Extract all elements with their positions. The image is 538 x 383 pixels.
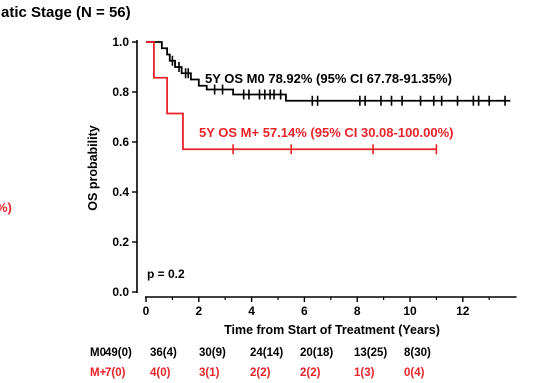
- risk-value: 30(9): [199, 347, 226, 359]
- risk-table: M0 49(0) 36(4) 30(9) 24(14) 20(18) 13(25) 8(30)…: [90, 347, 431, 379]
- x-tick-label: 2: [195, 304, 202, 318]
- risk-value: 2(2): [300, 367, 321, 379]
- x-tick-label: 0: [143, 304, 150, 318]
- mplus-annotation: 5Y OS M+ 57.14% (95% CI 30.08-100.00%): [199, 125, 454, 140]
- chart-title: atic Stage (N = 56): [1, 4, 131, 21]
- risk-value: 49(0): [105, 347, 132, 359]
- risk-value: 2(2): [250, 367, 271, 379]
- risk-value: 8(30): [404, 347, 431, 359]
- left-cropped-fragment: %): [0, 200, 12, 215]
- risk-row-label: M+: [90, 367, 107, 379]
- x-tick-label: 6: [301, 304, 308, 318]
- risk-value: 3(1): [199, 367, 220, 379]
- y-tick-label: 0.4: [112, 185, 129, 199]
- series-mplus-line: [146, 41, 437, 151]
- y-tick-label: 1.0: [112, 35, 129, 49]
- risk-value: 13(25): [354, 347, 387, 359]
- survival-curves: [146, 41, 511, 155]
- risk-value: 0(4): [404, 367, 425, 379]
- y-tick-label: 0.8: [112, 85, 129, 99]
- x-axis-label: Time from Start of Treatment (Years): [224, 323, 440, 337]
- y-axis-label: OS probability: [86, 125, 100, 210]
- risk-value: 1(3): [354, 367, 375, 379]
- risk-value: 24(14): [250, 347, 283, 359]
- risk-value: 20(18): [300, 347, 333, 359]
- risk-row-label: M0: [90, 347, 106, 359]
- y-tick-label: 0.2: [112, 235, 129, 249]
- x-tick-label: 8: [354, 304, 361, 318]
- x-tick-label: 4: [248, 304, 255, 318]
- p-value: p = 0.2: [147, 267, 185, 281]
- x-tick-label: 10: [403, 304, 417, 318]
- risk-value: 36(4): [150, 347, 177, 359]
- y-tick-label: 0.6: [112, 135, 129, 149]
- m0-annotation: 5Y OS M0 78.92% (95% CI 67.78-91.35%): [205, 71, 452, 86]
- risk-value: 4(0): [150, 367, 171, 379]
- risk-value: 7(0): [105, 367, 126, 379]
- x-tick-label: 12: [456, 304, 470, 318]
- y-tick-label: 0.0: [112, 285, 129, 299]
- axes: 0.0 0.2 0.4 0.6 0.8 1.0 0 2 4 6 8 10 12: [112, 35, 517, 318]
